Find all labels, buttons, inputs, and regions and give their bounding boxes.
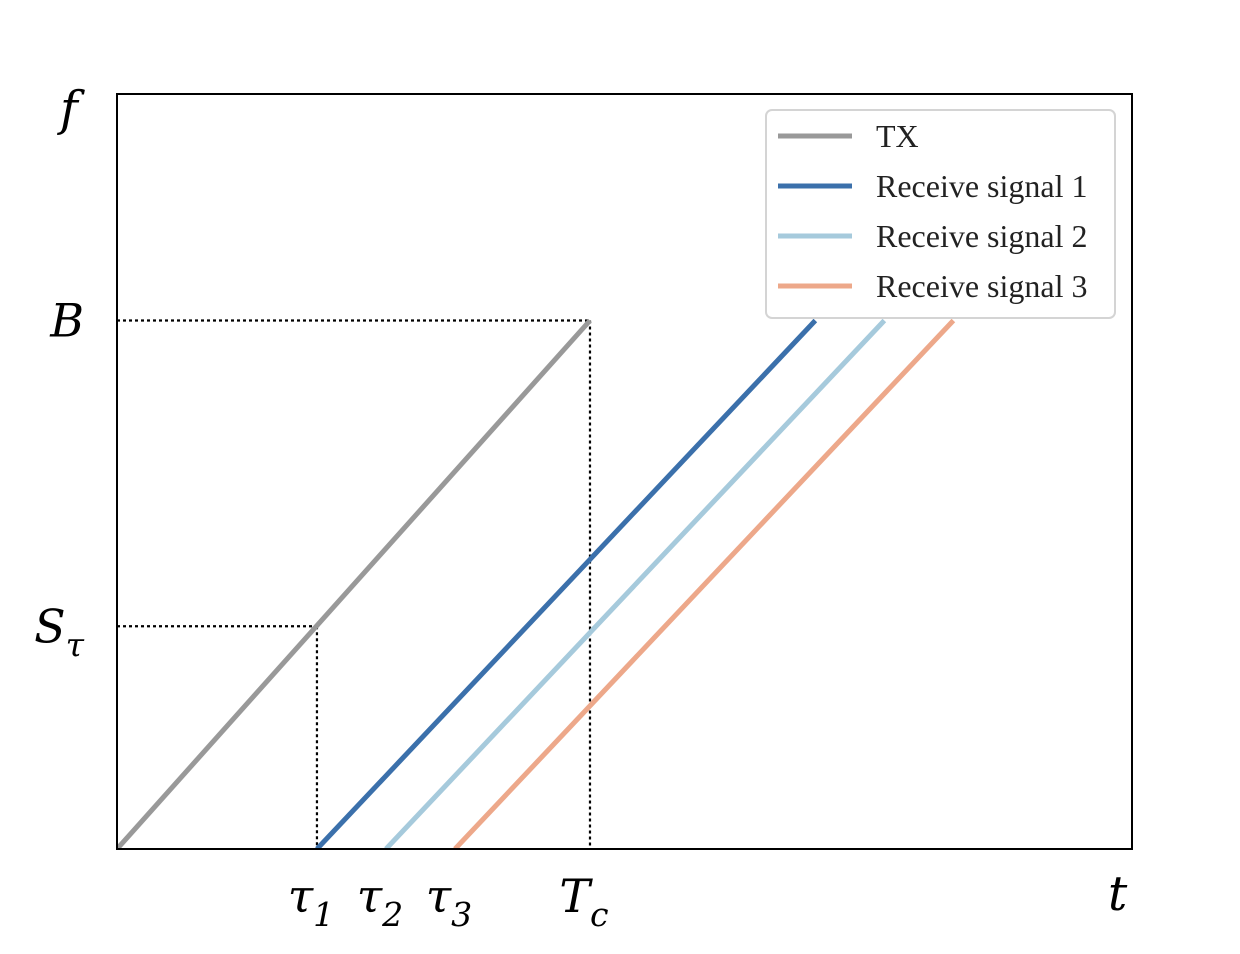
series-line-3	[384, 318, 887, 849]
legend-label-4: Receive signal 3	[876, 268, 1087, 304]
guide-lines	[117, 319, 592, 849]
legend-label-1: TX	[876, 118, 919, 154]
legend: TX Receive signal 1 Receive signal 2 Receiv…	[765, 109, 1116, 319]
series-line-1	[117, 318, 592, 849]
x-tick-label-3: τ3	[426, 869, 473, 934]
x-tick-label-1: τ1	[288, 869, 335, 934]
y-tick-label-2: Sτ	[34, 599, 85, 664]
legend-box	[765, 109, 1116, 319]
plot-frame	[116, 93, 1133, 850]
series-line-2	[315, 318, 818, 849]
x-tick-label-4: Tc	[559, 869, 608, 934]
x-tick-label-2: τ2	[357, 869, 404, 934]
x-axis-label: t	[1108, 866, 1128, 922]
legend-label-3: Receive signal 2	[876, 218, 1087, 254]
y-tick-label-1: B	[49, 294, 84, 348]
series-lines	[117, 318, 956, 849]
x-tick-labels: τ1 τ2 τ3 Tc	[288, 869, 609, 934]
y-tick-labels: B Sτ	[34, 294, 85, 665]
series-line-4	[453, 318, 956, 849]
y-axis-label: f	[57, 81, 85, 137]
legend-label-2: Receive signal 1	[876, 168, 1087, 204]
